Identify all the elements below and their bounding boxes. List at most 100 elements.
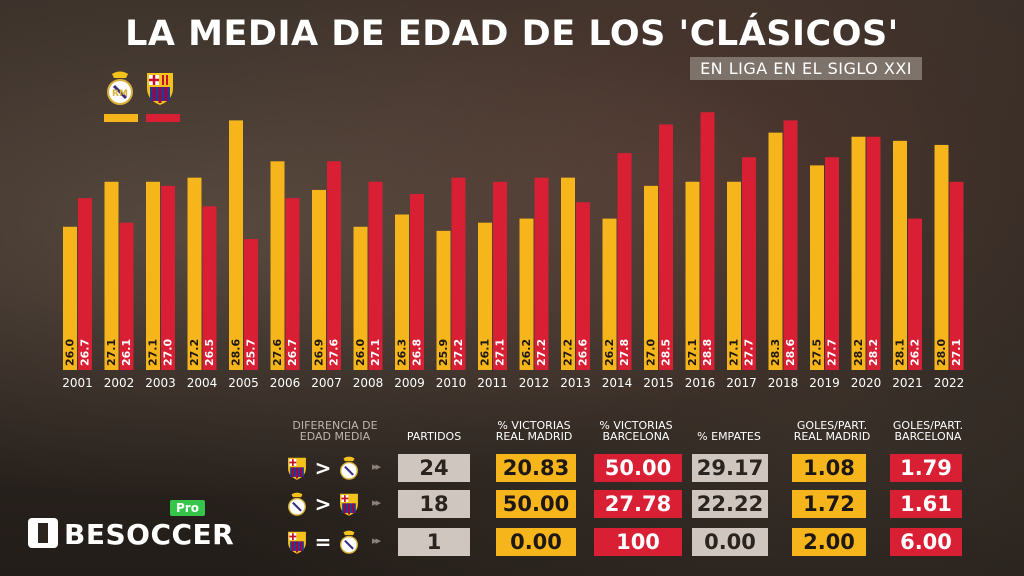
barcelona-crest-icon — [338, 491, 360, 517]
real-madrid-value-label-2009: 26.3 — [396, 339, 409, 366]
year-label-2001: 2001 — [62, 376, 93, 390]
barcelona-value-label-2006: 26.7 — [286, 339, 299, 366]
real-madrid-legend-swatch — [104, 114, 138, 122]
barcelona-value-label-2020: 28.2 — [867, 339, 880, 366]
real-madrid-bar-2008 — [353, 226, 368, 370]
row-3-operator: = — [314, 530, 332, 554]
year-label-2006: 2006 — [270, 376, 301, 390]
row-1-operator: > — [314, 456, 332, 480]
barcelona-crest-icon — [144, 70, 176, 106]
barcelona-bar-2001 — [78, 198, 92, 370]
header-empates: % EMPATES — [697, 430, 761, 443]
row-3-partidos: 1 — [398, 528, 470, 556]
real-madrid-value-label-2011: 26.1 — [479, 339, 492, 366]
arrow-icon: ▸▸ — [372, 496, 381, 509]
year-label-2005: 2005 — [228, 376, 259, 390]
year-label-2019: 2019 — [809, 376, 840, 390]
barcelona-value-label-2010: 27.2 — [452, 339, 465, 366]
row-3-goles-rm: 2.00 — [792, 528, 866, 556]
real-madrid-value-label-2013: 27.2 — [562, 339, 575, 366]
barcelona-bar-2006 — [285, 198, 300, 370]
year-label-2017: 2017 — [726, 376, 757, 390]
real-madrid-value-label-2007: 26.9 — [313, 339, 326, 366]
year-label-2007: 2007 — [311, 376, 342, 390]
barcelona-bar-2012 — [534, 177, 549, 370]
real-madrid-value-label-2005: 28.6 — [230, 339, 243, 366]
header-goles-rm: GOLES/PART. REAL MADRID — [793, 419, 871, 443]
barcelona-crest-icon — [286, 455, 308, 481]
real-madrid-crest-icon — [338, 529, 360, 555]
real-madrid-value-label-2017: 27.1 — [728, 339, 741, 366]
year-label-2020: 2020 — [851, 376, 882, 390]
real-madrid-bar-2010 — [436, 230, 451, 370]
brand-name: BESOCCER — [64, 518, 235, 551]
year-label-2012: 2012 — [519, 376, 550, 390]
year-label-2004: 2004 — [187, 376, 218, 390]
real-madrid-value-label-2010: 25.9 — [437, 339, 450, 366]
real-madrid-bar-2018 — [768, 132, 783, 370]
barcelona-bar-2010 — [451, 177, 466, 370]
barcelona-crest-icon — [286, 529, 308, 555]
barcelona-value-label-2014: 27.8 — [618, 339, 631, 366]
barcelona-bar-2004 — [202, 206, 217, 370]
row-2-vic-bar: 27.78 — [594, 490, 682, 518]
barcelona-value-label-2022: 27.1 — [950, 339, 963, 366]
real-madrid-bar-2007 — [312, 189, 326, 370]
row-2-partidos: 18 — [398, 490, 470, 518]
header-partidos: PARTIDOS — [406, 430, 462, 443]
year-label-2008: 2008 — [353, 376, 384, 390]
barcelona-value-label-2012: 27.2 — [535, 339, 548, 366]
year-label-2009: 2009 — [394, 376, 425, 390]
barcelona-bar-2014 — [617, 153, 632, 370]
year-label-2021: 2021 — [892, 376, 923, 390]
row-3-goles-bar: 6.00 — [890, 528, 962, 556]
arrow-icon: ▸▸ — [372, 534, 381, 547]
year-label-2022: 2022 — [934, 376, 965, 390]
barcelona-bar-2016 — [700, 112, 715, 370]
real-madrid-value-label-2004: 27.2 — [188, 339, 201, 366]
header-diff: DIFERENCIA DE EDAD MEDIA — [292, 419, 378, 443]
row-2-vic-rm: 50.00 — [496, 490, 576, 518]
barcelona-value-label-2005: 25.7 — [245, 339, 258, 366]
row-3-vic-bar: 100 — [594, 528, 682, 556]
real-madrid-value-label-2006: 27.6 — [271, 339, 284, 366]
real-madrid-value-label-2003: 27.1 — [147, 339, 160, 366]
header-goles-bar: GOLES/PART. BARCELONA — [892, 419, 964, 443]
year-label-2015: 2015 — [643, 376, 674, 390]
svg-text:RM: RM — [112, 89, 128, 99]
row-1-partidos: 24 — [398, 454, 470, 482]
barcelona-bar-2009 — [410, 194, 424, 370]
barcelona-value-label-2016: 28.8 — [701, 339, 714, 366]
row-1-empates: 29.17 — [692, 454, 768, 482]
pro-badge: Pro — [170, 500, 205, 516]
real-madrid-value-label-2022: 28.0 — [935, 339, 948, 366]
real-madrid-value-label-2015: 27.0 — [645, 339, 658, 366]
row-3-vic-rm: 0.00 — [496, 528, 576, 556]
real-madrid-bar-2006 — [270, 161, 285, 370]
real-madrid-bar-2001 — [63, 226, 77, 370]
barcelona-value-label-2015: 28.5 — [660, 339, 673, 366]
real-madrid-bar-2015 — [644, 185, 658, 370]
barcelona-bar-2013 — [576, 202, 590, 370]
barcelona-value-label-2004: 26.5 — [203, 339, 216, 366]
barcelona-bar-2002 — [119, 222, 134, 370]
row-2-operator: > — [314, 492, 332, 516]
real-madrid-bar-2005 — [229, 120, 243, 370]
real-madrid-bar-2013 — [561, 177, 575, 370]
barcelona-bar-2019 — [825, 157, 839, 370]
row-2-goles-rm: 1.72 — [792, 490, 866, 518]
row-1-goles-rm: 1.08 — [792, 454, 866, 482]
real-madrid-bar-2009 — [395, 214, 409, 370]
barcelona-value-label-2011: 27.1 — [494, 339, 507, 366]
barcelona-value-label-2001: 26.7 — [79, 339, 92, 366]
row-3-empates: 0.00 — [692, 528, 768, 556]
real-madrid-value-label-2014: 26.2 — [603, 339, 616, 366]
table-row-1-condition: > ▸▸ — [286, 453, 396, 483]
real-madrid-bar-2022 — [934, 144, 949, 370]
year-label-2003: 2003 — [145, 376, 176, 390]
real-madrid-value-label-2008: 26.0 — [354, 339, 367, 366]
header-vic-rm: % VICTORIAS REAL MADRID — [495, 419, 573, 443]
real-madrid-value-label-2001: 26.0 — [64, 339, 77, 366]
barcelona-bar-2020 — [866, 136, 881, 370]
chart-subtitle: EN LIGA EN EL SIGLO XXI — [690, 57, 922, 80]
